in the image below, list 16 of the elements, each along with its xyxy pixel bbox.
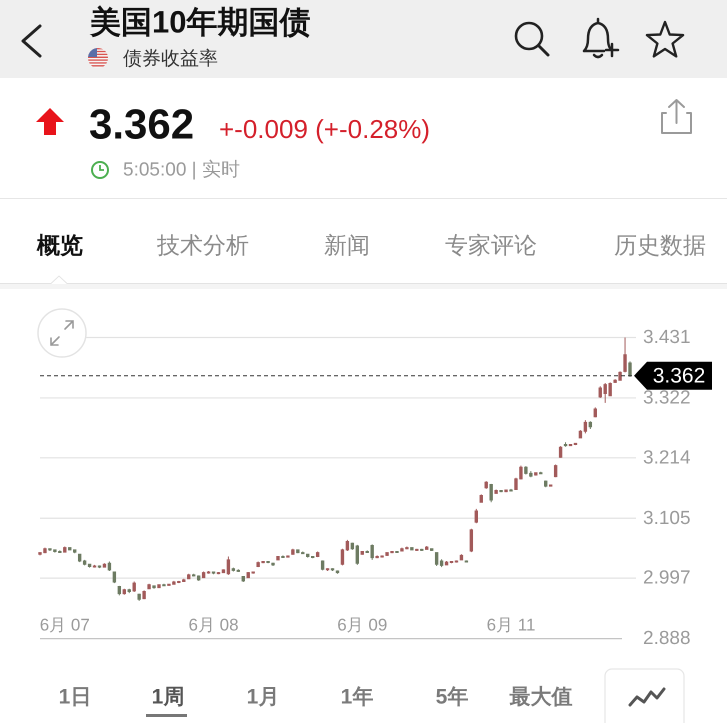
annotation: 最大值: [510, 686, 572, 708]
subtitle: 债券收益率: [123, 48, 218, 70]
annotation: 5:05:00 | 实时: [123, 160, 240, 180]
annotation: 3.362: [89, 100, 194, 148]
annotation: 5年: [436, 686, 468, 708]
annotation: 1年: [340, 686, 374, 708]
annotation: 概览: [37, 232, 83, 258]
annotation: 专家评论: [445, 232, 537, 258]
annotation: 1日: [58, 686, 92, 708]
annotation: 技术分析: [157, 232, 249, 258]
annotation: 新闻: [324, 232, 370, 258]
title: 美国10年期国债: [90, 4, 310, 40]
annotation: +-0.009 (+-0.28%): [219, 114, 430, 144]
annotation: 1月: [246, 686, 280, 708]
annotation: 历史数据: [614, 232, 706, 258]
annotation: 1周: [152, 686, 184, 708]
